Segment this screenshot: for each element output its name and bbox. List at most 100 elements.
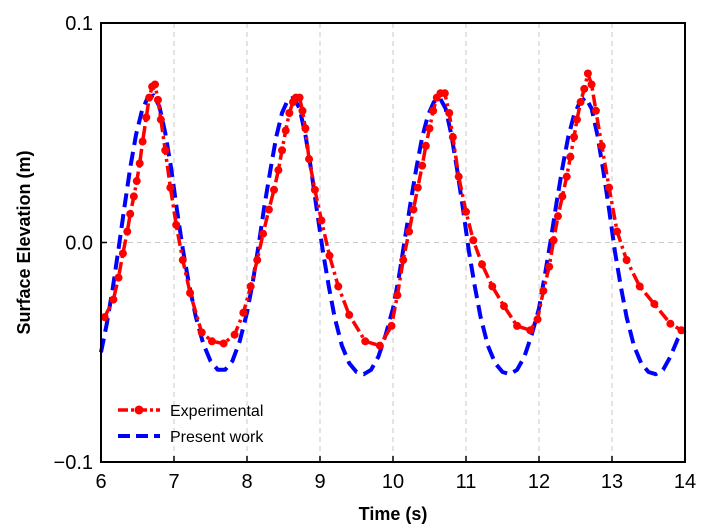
legend-label-experimental: Experimental xyxy=(170,403,263,420)
x-axis-label: Time (s) xyxy=(359,504,428,524)
data-point-experimental xyxy=(399,256,408,265)
data-point-experimental xyxy=(197,328,206,337)
data-point-experimental xyxy=(666,319,675,328)
legend: Experimental Present work xyxy=(118,403,264,446)
data-point-experimental xyxy=(325,251,334,260)
data-point-experimental xyxy=(305,155,314,164)
data-point-experimental xyxy=(572,115,581,124)
data-point-experimental xyxy=(462,207,470,216)
data-point-experimental xyxy=(566,152,575,161)
x-tick-label: 13 xyxy=(601,471,623,493)
data-point-experimental xyxy=(533,315,542,324)
data-point-experimental xyxy=(469,236,478,245)
data-point-experimental xyxy=(570,133,579,142)
data-point-experimental xyxy=(219,339,228,348)
data-point-experimental xyxy=(650,299,659,308)
data-point-experimental xyxy=(132,177,141,186)
data-point-experimental xyxy=(334,282,343,291)
legend-item-present-work: Present work xyxy=(118,429,264,446)
legend-item-experimental: Experimental xyxy=(118,403,263,420)
data-point-experimental xyxy=(429,106,438,115)
y-tick-label: −0.1 xyxy=(54,452,93,474)
series-layer xyxy=(99,69,687,377)
data-point-experimental xyxy=(310,185,319,194)
data-point-experimental xyxy=(440,89,449,98)
x-tick-label: 11 xyxy=(456,471,477,493)
data-point-experimental xyxy=(622,256,631,265)
data-point-experimental xyxy=(513,321,522,330)
data-point-experimental xyxy=(295,93,304,102)
data-point-experimental xyxy=(409,205,418,214)
y-tick-label: 0.0 xyxy=(65,233,93,255)
data-point-experimental xyxy=(151,80,160,89)
data-point-experimental xyxy=(597,141,606,150)
data-point-experimental xyxy=(153,95,162,104)
data-point-experimental xyxy=(576,98,585,107)
data-point-experimental xyxy=(317,216,326,225)
data-point-experimental xyxy=(118,249,127,258)
legend-label-present-work: Present work xyxy=(170,429,264,446)
data-point-experimental xyxy=(166,183,175,192)
series-line-experimental xyxy=(103,71,683,348)
data-point-experimental xyxy=(587,80,596,89)
data-point-experimental xyxy=(274,166,283,175)
data-point-experimental xyxy=(126,209,135,218)
data-point-experimental xyxy=(549,236,558,245)
data-point-experimental xyxy=(161,146,170,155)
x-tick-label: 12 xyxy=(528,471,550,493)
data-point-experimental xyxy=(285,108,294,117)
data-point-experimental xyxy=(259,229,268,238)
data-point-experimental xyxy=(301,124,310,133)
data-point-experimental xyxy=(178,256,187,265)
x-tick-label: 14 xyxy=(674,471,696,493)
x-tick-label: 10 xyxy=(382,471,404,493)
data-point-experimental xyxy=(580,84,589,93)
data-point-experimental xyxy=(583,69,592,78)
data-point-experimental xyxy=(562,172,571,181)
data-point-experimental xyxy=(445,108,454,117)
data-point-experimental xyxy=(145,93,154,102)
data-point-experimental xyxy=(230,330,239,339)
grid xyxy=(101,23,685,462)
data-point-experimental xyxy=(605,183,614,192)
data-point-experimental xyxy=(545,262,554,271)
data-point-experimental xyxy=(393,291,402,300)
y-tick-label: 0.1 xyxy=(65,13,93,35)
data-point-experimental xyxy=(207,337,216,346)
data-point-experimental xyxy=(635,282,644,291)
x-tick-label: 9 xyxy=(314,471,325,493)
data-point-experimental xyxy=(114,273,123,282)
data-point-experimental xyxy=(100,313,109,322)
data-point-experimental xyxy=(418,161,427,170)
data-point-experimental xyxy=(375,341,384,350)
data-point-experimental xyxy=(478,260,487,269)
data-point-experimental xyxy=(246,282,255,291)
data-point-experimental xyxy=(499,302,508,311)
data-point-experimental xyxy=(138,137,147,146)
data-point-experimental xyxy=(613,227,622,236)
data-point-experimental xyxy=(413,183,422,192)
data-point-experimental xyxy=(253,256,262,265)
axis-ticks: 6 7 8 9 10 11 12 13 14 −0.1 0.0 0.1 xyxy=(54,13,697,493)
data-point-experimental xyxy=(172,220,181,229)
data-point-experimental xyxy=(421,141,430,150)
data-point-experimental xyxy=(539,286,548,295)
data-point-experimental xyxy=(361,337,370,346)
data-point-experimental xyxy=(239,308,248,317)
data-point-experimental xyxy=(135,159,144,168)
data-point-experimental xyxy=(405,227,414,236)
x-tick-label: 7 xyxy=(168,471,179,493)
y-axis-label: Surface Elevation (m) xyxy=(14,150,34,334)
data-point-experimental xyxy=(129,192,138,201)
data-point-experimental xyxy=(109,295,118,304)
data-point-experimental xyxy=(488,282,497,291)
legend-marker-experimental xyxy=(134,405,144,415)
data-point-experimental xyxy=(553,212,562,221)
data-point-experimental xyxy=(425,124,434,133)
x-tick-label: 6 xyxy=(95,471,106,493)
data-point-experimental xyxy=(264,205,273,214)
data-point-experimental xyxy=(454,172,463,181)
data-point-experimental xyxy=(448,133,457,142)
data-point-experimental xyxy=(142,113,151,122)
